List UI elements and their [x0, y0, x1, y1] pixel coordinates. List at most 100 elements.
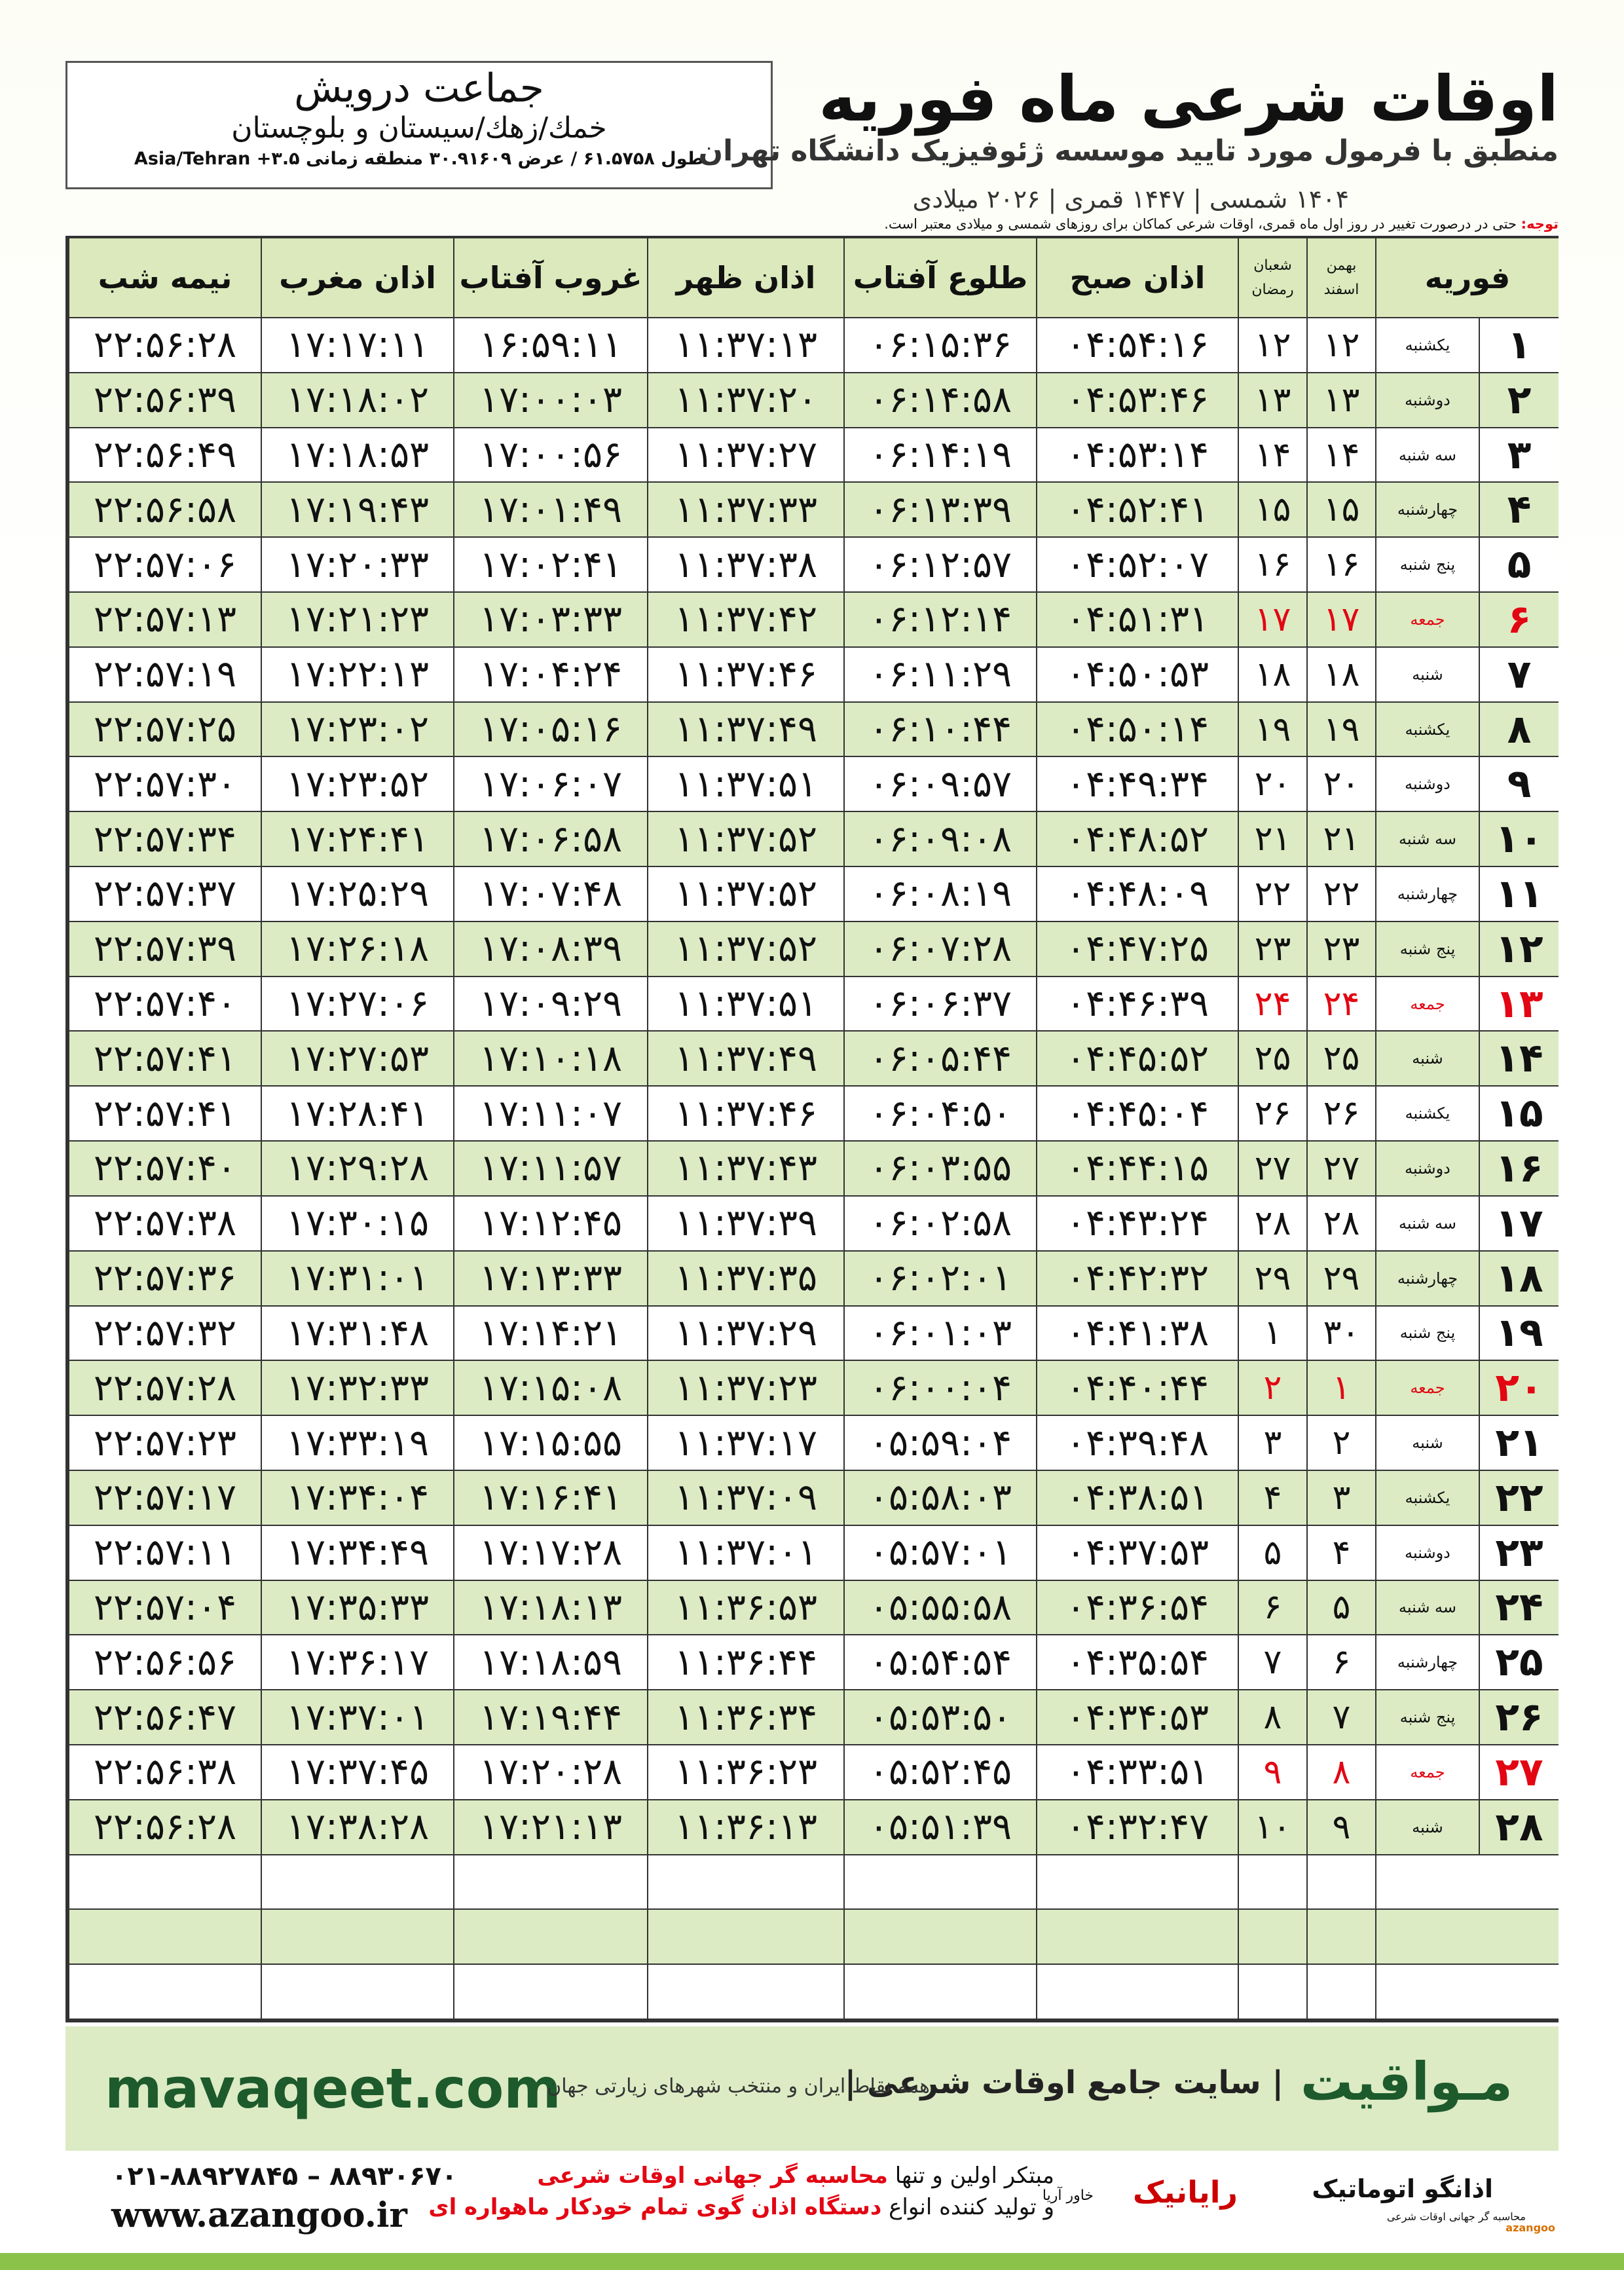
empty-cell	[68, 1855, 261, 1910]
prayer-time: ۲۲:۵۷:۲۸	[68, 1361, 261, 1417]
shamsi-day: ۲۵	[1306, 1032, 1375, 1087]
prayer-table: فوریه بهمن اسفند شعبان رمضان اذان صبح طلوع آفت…	[65, 236, 1559, 2022]
qamari-day: ۴	[1238, 1470, 1306, 1526]
weekday: شنبه	[1375, 647, 1479, 703]
header-time: غروب آفتاب	[453, 238, 647, 318]
prayer-time: ۲۲:۵۶:۴۷	[68, 1690, 261, 1745]
prayer-time: ۱۷:۲۳:۵۲	[261, 757, 453, 813]
shamsi-day: ۱۶	[1306, 538, 1375, 593]
prayer-time: ۱۷:۳۱:۰۱	[261, 1251, 453, 1307]
prayer-time: ۰۴:۳۵:۵۴	[1036, 1635, 1238, 1691]
qamari-day: ۱۴	[1238, 428, 1306, 483]
header-shamsi: بهمن اسفند	[1306, 238, 1375, 318]
prayer-time: ۰۶:۱۲:۱۴	[843, 593, 1036, 648]
bottom-bar	[0, 2253, 1624, 2270]
prayer-time: ۲۲:۵۷:۴۱	[68, 1087, 261, 1142]
empty-cell	[647, 1965, 843, 2020]
qamari-day: ۲۶	[1238, 1087, 1306, 1142]
qamari-day: ۱۳	[1238, 373, 1306, 428]
qamari-day: ۲۱	[1238, 812, 1306, 868]
shamsi-day: ۴	[1306, 1525, 1375, 1581]
weekday: جمعه	[1375, 1745, 1479, 1800]
prayer-time: ۰۶:۰۳:۵۵	[843, 1142, 1036, 1197]
prayer-time: ۰۶:۱۳:۳۹	[843, 483, 1036, 538]
prayer-time: ۱۷:۲۲:۱۳	[261, 647, 453, 703]
empty-cell	[1375, 1965, 1559, 2020]
qamari-day: ۱۶	[1238, 538, 1306, 593]
shamsi-day: ۱۸	[1306, 647, 1375, 703]
prayer-time: ۱۱:۳۷:۵۱	[647, 757, 843, 813]
prayer-time: ۱۱:۳۶:۱۳	[647, 1800, 843, 1855]
shamsi-day: ۲۴	[1306, 977, 1375, 1032]
promo-text: و تولید کننده انواع	[881, 2194, 1054, 2220]
prayer-time: ۱۷:۳۵:۳۳	[261, 1580, 453, 1636]
day-number: ۲۱	[1479, 1416, 1559, 1471]
day-number: ۲۶	[1479, 1690, 1559, 1745]
qamari-day: ۸	[1238, 1690, 1306, 1745]
prayer-time: ۲۲:۵۷:۳۹	[68, 921, 261, 977]
day-number: ۳	[1479, 428, 1559, 483]
day-number: ۲۵	[1479, 1635, 1559, 1691]
prayer-time: ۲۲:۵۷:۴۱	[68, 1032, 261, 1087]
empty-cell	[1036, 1965, 1238, 2020]
prayer-time: ۱۷:۲۶:۱۸	[261, 921, 453, 977]
day-number: ۲۴	[1479, 1580, 1559, 1636]
prayer-time: ۱۱:۳۷:۳۳	[647, 483, 843, 538]
header-shamsi-month: اسفند	[1323, 282, 1359, 298]
empty-cell	[1375, 1910, 1559, 1965]
weekday: یکشنبه	[1375, 702, 1479, 758]
prayer-time: ۰۵:۵۸:۰۳	[843, 1470, 1036, 1526]
empty-cell	[647, 1855, 843, 1910]
empty-cell	[261, 1855, 453, 1910]
shamsi-day: ۳	[1306, 1470, 1375, 1526]
day-number: ۵	[1479, 538, 1559, 593]
prayer-time: ۰۶:۰۶:۳۷	[843, 977, 1036, 1032]
prayer-time: ۱۶:۵۹:۱۱	[453, 318, 647, 373]
qamari-day: ۲۷	[1238, 1142, 1306, 1197]
weekday: شنبه	[1375, 1416, 1479, 1471]
empty-cell	[1306, 1855, 1375, 1910]
prayer-time: ۰۴:۴۵:۵۲	[1036, 1032, 1238, 1087]
prayer-time: ۰۴:۵۲:۰۷	[1036, 538, 1238, 593]
website[interactable]: www.azangoo.ir	[111, 2195, 407, 2235]
day-number: ۱۰	[1479, 812, 1559, 868]
prayer-time: ۱۱:۳۶:۲۳	[647, 1745, 843, 1800]
qamari-day: ۳	[1238, 1416, 1306, 1471]
prayer-time: ۱۷:۳۴:۰۴	[261, 1470, 453, 1526]
prayer-time: ۱۷:۱۶:۴۱	[453, 1470, 647, 1526]
prayer-time: ۱۷:۲۰:۲۸	[453, 1745, 647, 1800]
shamsi-day: ۲۱	[1306, 812, 1375, 868]
prayer-time: ۱۱:۳۷:۵۱	[647, 977, 843, 1032]
shamsi-day: ۲۰	[1306, 757, 1375, 813]
prayer-time: ۰۴:۳۳:۵۱	[1036, 1745, 1238, 1800]
prayer-time: ۲۲:۵۶:۳۹	[68, 373, 261, 428]
prayer-time: ۱۷:۰۸:۳۹	[453, 921, 647, 977]
weekday: سه شنبه	[1375, 1196, 1479, 1252]
prayer-time: ۰۴:۳۴:۵۳	[1036, 1690, 1238, 1745]
shamsi-day: ۲۸	[1306, 1196, 1375, 1252]
shamsi-day: ۸	[1306, 1745, 1375, 1800]
qamari-day: ۲۵	[1238, 1032, 1306, 1087]
prayer-time: ۱۷:۱۸:۵۳	[261, 428, 453, 483]
qamari-day: ۲۸	[1238, 1196, 1306, 1252]
prayer-time: ۰۴:۴۷:۲۵	[1036, 921, 1238, 977]
prayer-time: ۱۷:۳۰:۱۵	[261, 1196, 453, 1252]
header-time: اذان ظهر	[647, 238, 843, 318]
empty-cell	[1306, 1910, 1375, 1965]
prayer-time: ۱۷:۲۴:۴۱	[261, 812, 453, 868]
prayer-time: ۰۶:۰۵:۴۴	[843, 1032, 1036, 1087]
weekday: جمعه	[1375, 1361, 1479, 1417]
empty-cell	[843, 1965, 1036, 2020]
empty-cell	[647, 1910, 843, 1965]
prayer-time: ۰۴:۵۳:۴۶	[1036, 373, 1238, 428]
shamsi-day: ۲۹	[1306, 1251, 1375, 1307]
day-number: ۱۱	[1479, 867, 1559, 922]
weekday: چهارشنبه	[1375, 1251, 1479, 1307]
prayer-time: ۰۶:۱۵:۳۶	[843, 318, 1036, 373]
prayer-time: ۱۱:۳۷:۲۹	[647, 1306, 843, 1362]
prayer-time: ۱۷:۰۶:۵۸	[453, 812, 647, 868]
day-number: ۱	[1479, 318, 1559, 373]
weekday: دوشنبه	[1375, 757, 1479, 813]
prayer-time: ۲۲:۵۷:۱۳	[68, 593, 261, 648]
footer-url[interactable]: mavaqeet.com	[105, 2056, 561, 2121]
